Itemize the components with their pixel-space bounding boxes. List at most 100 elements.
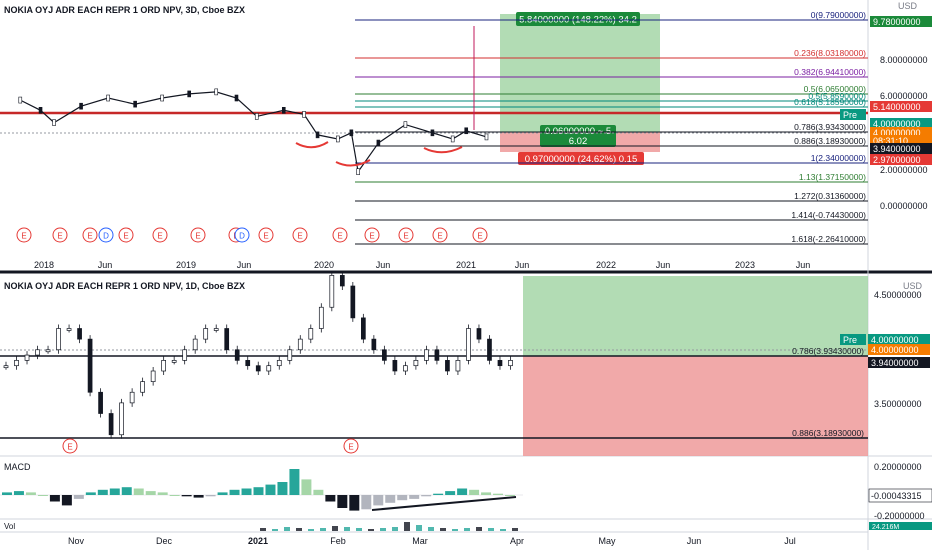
earnings-marker-9[interactable]	[332, 227, 348, 243]
annotation-curve-3[interactable]	[423, 146, 463, 154]
top-price-tag-label-2: Pre	[843, 110, 857, 120]
price-axis-macd[interactable]: 0.20000000 -0.20000000	[874, 462, 925, 521]
top-time-label-0: 2018	[34, 260, 54, 270]
fib-label-9: 1.13(1.37150000)	[799, 172, 866, 182]
bottom-price-tag-0	[840, 334, 866, 345]
earnings-marker-11[interactable]	[398, 227, 414, 243]
bottom-earnings-marker-1[interactable]	[343, 438, 359, 454]
top-candle-6	[160, 94, 164, 102]
bottom-time-label-5: Apr	[510, 536, 524, 546]
bottom-currency-label: USD	[903, 281, 923, 291]
earnings-marker-4[interactable]	[152, 227, 168, 243]
bottom-time-label-3: Feb	[330, 536, 346, 546]
macd-bar-24	[289, 469, 300, 495]
bottom-candle-16	[171, 360, 177, 363]
fib-label-1: 0.236(8.03180000)	[794, 48, 866, 58]
bottom-candle-32	[339, 275, 345, 287]
macd-trendline[interactable]	[371, 496, 517, 511]
bottom-candle-29	[308, 328, 314, 340]
target-zone-bottom[interactable]	[523, 276, 868, 356]
macd-bar-16	[193, 495, 204, 498]
bottom-candle-0	[3, 365, 9, 369]
macd-bar-38	[457, 488, 468, 495]
top-candle-2	[52, 119, 56, 126]
bottom-symbol-title: NOKIA OYJ ADR EACH REPR 1 ORD NPV, 1D, C…	[4, 281, 245, 291]
bottom-candle-27	[287, 349, 293, 361]
top-price-tag-label-7: 2.97000000	[873, 155, 921, 165]
bottom-candle-35	[371, 338, 377, 351]
top-time-label-11: Jun	[796, 260, 811, 270]
vol-bar-18	[476, 527, 482, 531]
top-time-label-5: Jun	[376, 260, 391, 270]
bottom-candle-34	[360, 317, 366, 340]
earnings-marker-7[interactable]	[258, 227, 274, 243]
macd-bar-40	[481, 492, 492, 495]
bottom-candle-45	[476, 328, 482, 340]
vol-value: 24.216M	[872, 524, 899, 531]
top-candle-17	[376, 139, 381, 147]
macd-bar-30	[361, 495, 372, 510]
stop-label: 0.97000000 (24.62%) 0.15	[525, 154, 638, 165]
earnings-marker-3[interactable]	[118, 227, 134, 243]
bottom-candle-46	[487, 338, 492, 361]
bottom-earnings-marker-0[interactable]	[62, 438, 78, 454]
earnings-marker-label-7: E	[263, 232, 268, 241]
annotation-curve-1[interactable]	[295, 141, 329, 149]
fib-label-5: 0.618(5.18590000)	[794, 97, 866, 107]
earnings-marker-label-1: E	[57, 232, 62, 241]
macd-bar-12	[145, 491, 156, 495]
event-markers-top[interactable]: EEEEEEEEEEEEEEDD	[16, 227, 488, 243]
vol-bar-9	[368, 529, 374, 531]
price-axis-top[interactable]: 8.00000000 6.00000000 2.00000000 0.00000000	[880, 55, 928, 211]
earnings-marker-label-4: E	[157, 232, 162, 241]
fib-retracement-top[interactable]: 0(9.79000000) 0.236(8.03180000) 0.382(6.94…	[355, 10, 868, 245]
top-candle-9	[234, 94, 239, 102]
top-time-label-10: 2023	[735, 260, 755, 270]
time-axis-bottom[interactable]: Nov Dec 2021 Feb Mar Apr May Jun Jul	[68, 536, 796, 546]
bottom-candle-43	[455, 360, 461, 372]
top-candle-13	[315, 131, 320, 139]
macd-bar-31	[373, 495, 384, 506]
time-axis-top[interactable]: 2018 Jun 2019 Jun 2020 Jun 2021 Jun 2022 Jun 2023 J…	[34, 260, 810, 270]
earnings-marker-8[interactable]	[292, 227, 308, 243]
dividend-marker-label-0: D	[103, 232, 109, 241]
macd-bar-11	[133, 488, 144, 495]
earnings-marker-1[interactable]	[52, 227, 68, 243]
vol-bar-13	[416, 525, 422, 531]
bottom-candle-37	[392, 360, 398, 372]
macd-bar-13	[157, 492, 168, 495]
target-zone[interactable]	[500, 14, 660, 132]
bottom-earnings-marker-label-1: E	[348, 443, 353, 452]
macd-price-label-1: -0.20000000	[874, 511, 925, 521]
macd-bar-7	[85, 492, 96, 495]
fib-label-11: 1.414(-0.74430000)	[791, 210, 866, 220]
earnings-marker-12[interactable]	[432, 227, 448, 243]
annotation-curve-2[interactable]	[335, 159, 371, 167]
bottom-earnings-marker-label-0: E	[67, 443, 72, 452]
earnings-marker-0[interactable]	[16, 227, 32, 243]
earnings-marker-13[interactable]	[472, 227, 488, 243]
top-candle-20	[450, 135, 455, 143]
price-axis-bottom[interactable]: 4.50000000 3.50000000	[874, 290, 922, 409]
vol-bar-19	[488, 528, 494, 531]
earnings-marker-label-3: E	[123, 232, 128, 241]
earnings-marker-10[interactable]	[364, 227, 380, 243]
risk-reward-tool-top[interactable]: 5.84000000 (148.22%) 34.2 0.06000000 ~ 5…	[500, 12, 660, 165]
bottom-candle-48	[508, 360, 513, 367]
vol-bar-3	[296, 528, 302, 531]
top-price-tag-3	[870, 118, 932, 129]
dividend-marker-1[interactable]	[234, 227, 250, 243]
bottom-candle-2	[24, 354, 30, 361]
earnings-marker-2[interactable]	[82, 227, 98, 243]
dividend-marker-0[interactable]	[98, 227, 114, 243]
earnings-marker-5[interactable]	[190, 227, 206, 243]
fib-label-4: 0.5(5.8590000)	[808, 91, 866, 101]
bottom-candle-9	[98, 391, 103, 414]
bottom-candle-10	[108, 413, 114, 436]
vol-bar-21	[512, 528, 518, 531]
stop-zone-bottom[interactable]	[523, 356, 868, 456]
bottom-candle-41	[434, 349, 440, 361]
bottom-price-tag-label-3: 3.94000000	[871, 358, 919, 368]
